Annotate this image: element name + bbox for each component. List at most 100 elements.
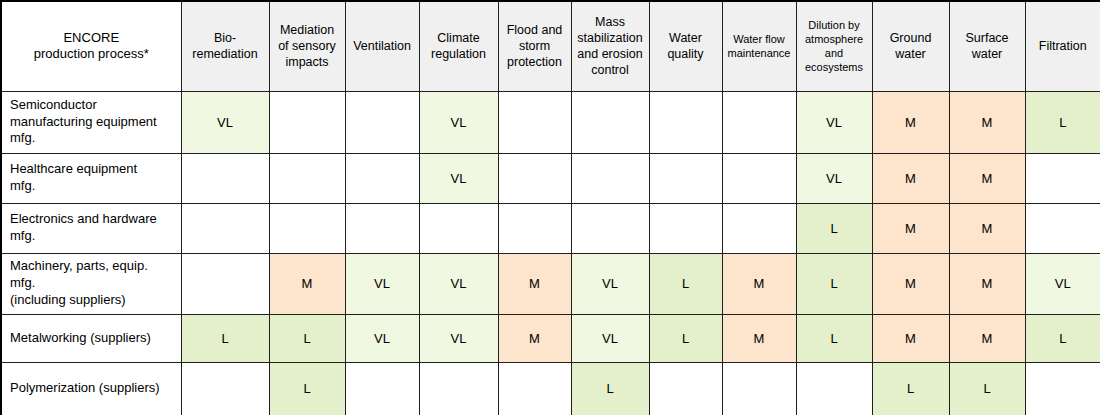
matrix-cell: VL [571, 314, 649, 362]
matrix-cell: L [649, 314, 722, 362]
table-row: Semiconductormanufacturing equipmentmfg.… [1, 91, 1100, 153]
row-label: Semiconductormanufacturing equipmentmfg. [1, 91, 181, 153]
matrix-cell: VL [419, 153, 498, 203]
table-row: Metalworking (suppliers)LLVLVLMVLLMLMML [1, 314, 1100, 362]
table-row: Healthcare equipmentmfg.VLVLMM [1, 153, 1100, 203]
column-header: Bio-remediation [181, 1, 269, 91]
matrix-cell: M [872, 153, 949, 203]
row-label: Polymerization (suppliers) [1, 362, 181, 415]
matrix-cell: M [269, 253, 345, 314]
matrix-cell [181, 253, 269, 314]
corner-header: ENCOREproduction process* [1, 1, 181, 91]
matrix-cell [571, 91, 649, 153]
row-label: Electronics and hardwaremfg. [1, 203, 181, 253]
column-header: Surfacewater [949, 1, 1025, 91]
matrix-cell: L [181, 314, 269, 362]
matrix-cell: M [949, 203, 1025, 253]
matrix-cell: M [872, 314, 949, 362]
matrix-cell: L [269, 362, 345, 415]
column-header: Massstabilizationand erosioncontrol [571, 1, 649, 91]
matrix-cell [269, 203, 345, 253]
matrix-cell: M [949, 153, 1025, 203]
matrix-cell [1025, 362, 1100, 415]
header-row: ENCOREproduction process*Bio-remediation… [1, 1, 1100, 91]
encore-materiality-matrix: ENCOREproduction process*Bio-remediation… [0, 0, 1100, 415]
matrix-cell [345, 203, 419, 253]
matrix-cell [498, 153, 571, 203]
matrix-cell: M [722, 314, 796, 362]
matrix-cell [345, 153, 419, 203]
matrix-cell: L [796, 253, 872, 314]
column-header: Filtration [1025, 1, 1100, 91]
matrix-cell: M [949, 253, 1025, 314]
matrix-cell: L [571, 362, 649, 415]
table-row: Machinery, parts, equip.mfg.(including s… [1, 253, 1100, 314]
matrix-cell [269, 153, 345, 203]
matrix-cell [181, 362, 269, 415]
matrix-cell [345, 91, 419, 153]
matrix-cell: L [269, 314, 345, 362]
matrix-cell: L [1025, 314, 1100, 362]
matrix-cell [722, 91, 796, 153]
matrix-cell [649, 203, 722, 253]
matrix-cell: VL [1025, 253, 1100, 314]
matrix-cell: M [872, 91, 949, 153]
matrix-cell [419, 203, 498, 253]
matrix-cell: VL [419, 314, 498, 362]
matrix-cell: VL [571, 253, 649, 314]
column-header: Groundwater [872, 1, 949, 91]
matrix-cell [1025, 203, 1100, 253]
matrix-cell [181, 203, 269, 253]
table-body: Semiconductormanufacturing equipmentmfg.… [1, 91, 1100, 415]
matrix-cell: VL [345, 253, 419, 314]
matrix-cell: VL [181, 91, 269, 153]
matrix-cell [796, 362, 872, 415]
matrix-cell [181, 153, 269, 203]
matrix-cell [269, 91, 345, 153]
column-header: Mediationof sensoryimpacts [269, 1, 345, 91]
matrix-cell: VL [419, 253, 498, 314]
matrix-cell: L [1025, 91, 1100, 153]
row-label: Machinery, parts, equip.mfg.(including s… [1, 253, 181, 314]
row-label: Healthcare equipmentmfg. [1, 153, 181, 203]
matrix-cell: M [949, 314, 1025, 362]
matrix-cell [649, 91, 722, 153]
matrix-cell [498, 91, 571, 153]
matrix-cell [345, 362, 419, 415]
matrix-cell: VL [419, 91, 498, 153]
column-header: Water flowmaintenance [722, 1, 796, 91]
matrix-cell [649, 362, 722, 415]
matrix-cell: L [949, 362, 1025, 415]
matrix-cell [722, 362, 796, 415]
column-header: Dilution byatmosphereandecosystems [796, 1, 872, 91]
matrix-cell [419, 362, 498, 415]
matrix-cell: VL [345, 314, 419, 362]
matrix-cell [571, 203, 649, 253]
matrix-cell: L [649, 253, 722, 314]
matrix-cell [498, 203, 571, 253]
matrix-cell [1025, 153, 1100, 203]
matrix-cell: L [872, 362, 949, 415]
matrix-cell [722, 203, 796, 253]
matrix-cell [722, 153, 796, 203]
table-row: Polymerization (suppliers)LLLL [1, 362, 1100, 415]
matrix-cell: M [872, 253, 949, 314]
matrix-cell: M [498, 314, 571, 362]
matrix-cell: M [949, 91, 1025, 153]
matrix-cell: M [498, 253, 571, 314]
matrix-cell: M [872, 203, 949, 253]
column-header: Waterquality [649, 1, 722, 91]
table-row: Electronics and hardwaremfg.LMM [1, 203, 1100, 253]
column-header: Climateregulation [419, 1, 498, 91]
matrix-cell: L [796, 314, 872, 362]
table-header: ENCOREproduction process*Bio-remediation… [1, 1, 1100, 91]
column-header: Flood andstormprotection [498, 1, 571, 91]
matrix-cell [649, 153, 722, 203]
matrix-cell: M [722, 253, 796, 314]
column-header: Ventilation [345, 1, 419, 91]
matrix-cell: L [796, 203, 872, 253]
matrix-cell: VL [796, 91, 872, 153]
row-label: Metalworking (suppliers) [1, 314, 181, 362]
matrix-cell: VL [796, 153, 872, 203]
matrix-cell [571, 153, 649, 203]
